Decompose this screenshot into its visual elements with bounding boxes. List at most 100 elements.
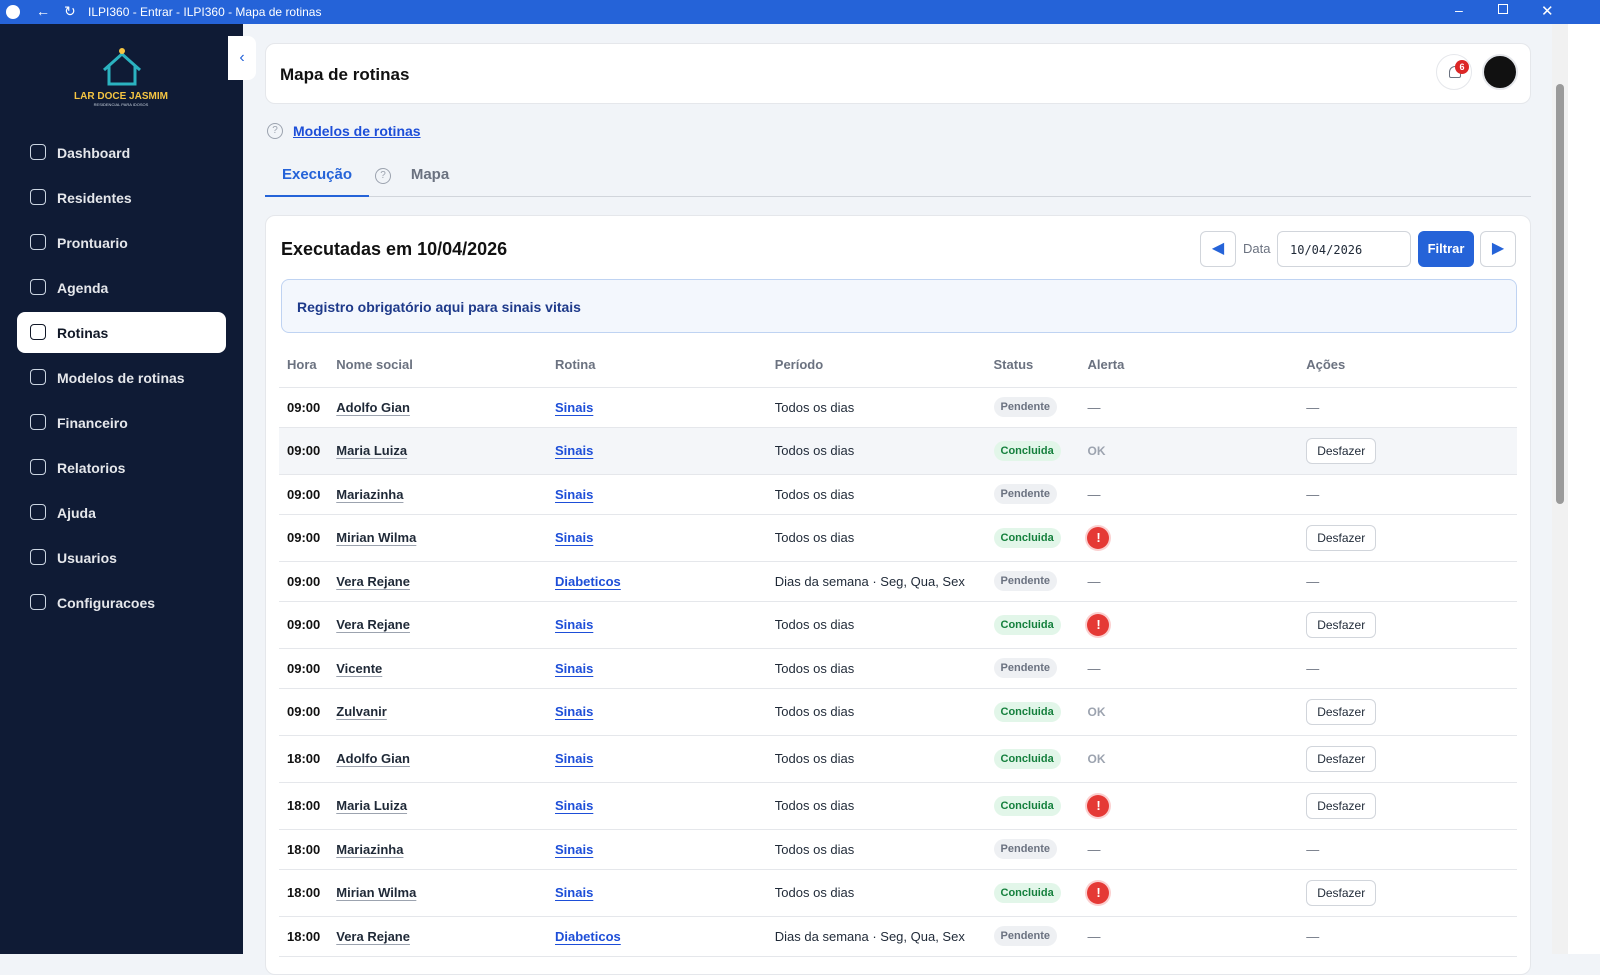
routine-link[interactable]: Sinais: [555, 660, 594, 676]
cell: Todos os dias: [766, 387, 986, 428]
routine-link[interactable]: Diabeticos: [555, 573, 621, 589]
resident-name[interactable]: Mariazinha: [336, 486, 404, 502]
nav-label: Dashboard: [57, 144, 131, 161]
alert-indicator: !: [1087, 794, 1110, 817]
routine-link[interactable]: Sinais: [555, 798, 594, 813]
resident-name[interactable]: Mirian Wilma: [336, 530, 417, 545]
resident-name[interactable]: Vera Rejane: [336, 928, 410, 944]
back-button[interactable]: ←: [36, 3, 50, 19]
status-badge: Pendente: [993, 926, 1058, 946]
action-placeholder: —: [1306, 928, 1320, 944]
table-row: 09:00 Zulvanir Sinais Todos os dias Concluid…: [279, 688, 1517, 736]
routine-link[interactable]: Sinais: [555, 617, 594, 632]
maximize[interactable]: [1498, 4, 1508, 14]
undo-button[interactable]: Desfazer: [1306, 745, 1377, 772]
nav-item[interactable]: Financeiro: [17, 402, 226, 443]
prev-day[interactable]: ◀: [1200, 231, 1236, 267]
notice: Registro obrigatório aqui para sinais vi…: [281, 279, 1517, 333]
cell: 09:00: [279, 601, 329, 649]
time: 09:00: [287, 660, 321, 676]
scroll-thumb[interactable]: [1556, 84, 1564, 504]
tab[interactable]: Mapa: [410, 166, 450, 183]
undo-button[interactable]: Desfazer: [1306, 524, 1377, 551]
date-input[interactable]: 10/04/2026: [1277, 231, 1411, 267]
logo-text: LAR DOCE JASMIM: [74, 91, 168, 102]
nav-label: Agenda: [57, 279, 109, 296]
routine-link[interactable]: Sinais: [555, 530, 594, 545]
resident-name[interactable]: Mariazinha: [336, 841, 404, 857]
resident-name[interactable]: Vicente: [336, 660, 383, 676]
time: 18:00: [287, 751, 321, 766]
next-day[interactable]: ▶: [1480, 231, 1516, 267]
cell: Sinais: [547, 829, 767, 870]
notification-button[interactable]: 6: [1436, 54, 1472, 90]
period: Todos os dias: [774, 885, 855, 900]
period: Todos os dias: [774, 841, 855, 857]
nav-item[interactable]: Dashboard: [17, 132, 226, 173]
nav-item[interactable]: Residentes: [17, 177, 226, 218]
cell: Concluida: [985, 427, 1080, 475]
routine-link[interactable]: Sinais: [555, 486, 594, 502]
templates-link[interactable]: Modelos de rotinas: [293, 123, 421, 139]
resident-name[interactable]: Maria Luiza: [336, 798, 408, 813]
routine-link[interactable]: Sinais: [555, 751, 594, 766]
nav-item[interactable]: Agenda: [17, 267, 226, 308]
cell: —: [1298, 561, 1517, 602]
table-row: 09:00 Vera Rejane Diabeticos Dias da semana…: [279, 561, 1517, 602]
undo-button[interactable]: Desfazer: [1306, 698, 1377, 725]
table-row: 09:00 Vicente Sinais Todos os dias Pendente —…: [279, 648, 1517, 689]
routine-link[interactable]: Sinais: [555, 443, 594, 458]
nav-icon: [30, 594, 46, 610]
alert-indicator: !: [1087, 526, 1110, 549]
cell: —: [1298, 829, 1517, 870]
collapse-button[interactable]: ‹: [228, 36, 256, 80]
status-badge: Concluida: [993, 882, 1061, 903]
routine-link[interactable]: Sinais: [555, 399, 594, 415]
window-edge: [1568, 24, 1600, 954]
reload-button[interactable]: ↻: [64, 3, 76, 19]
resident-name[interactable]: Adolfo Gian: [336, 751, 410, 766]
undo-button[interactable]: Desfazer: [1306, 879, 1377, 906]
period: Todos os dias: [774, 798, 855, 813]
nav-item[interactable]: Relatorios: [17, 447, 226, 488]
tab[interactable]: Execução: [265, 158, 369, 197]
cell: Mariazinha: [328, 474, 548, 515]
undo-button[interactable]: Desfazer: [1306, 611, 1377, 638]
nav-item[interactable]: Usuarios: [17, 537, 226, 578]
cell: Vicente: [328, 648, 548, 689]
resident-name[interactable]: Maria Luiza: [336, 443, 408, 458]
period: Todos os dias: [774, 530, 855, 545]
resident-name[interactable]: Vera Rejane: [336, 617, 410, 632]
resident-name[interactable]: Vera Rejane: [336, 573, 410, 589]
undo-button[interactable]: Desfazer: [1306, 437, 1377, 464]
undo-button[interactable]: Desfazer: [1306, 792, 1377, 819]
resident-name[interactable]: Zulvanir: [336, 704, 387, 719]
action-placeholder: —: [1306, 486, 1320, 502]
filter-button[interactable]: Filtrar: [1418, 231, 1474, 267]
cell: Desfazer: [1298, 427, 1517, 475]
cell: Sinais: [547, 601, 767, 649]
routine-link[interactable]: Sinais: [555, 885, 594, 900]
cell: 18:00: [279, 829, 329, 870]
notification-badge: 6: [1455, 60, 1469, 74]
cell: Sinais: [547, 387, 767, 428]
nav-label: Usuarios: [57, 549, 117, 566]
resident-name[interactable]: Mirian Wilma: [336, 885, 417, 900]
nav-icon: [30, 549, 46, 565]
routine-link[interactable]: Sinais: [555, 704, 594, 719]
nav-item[interactable]: Prontuario: [17, 222, 226, 263]
nav-item[interactable]: Rotinas: [17, 312, 226, 353]
nav-item[interactable]: Configuracoes: [17, 582, 226, 623]
routine-link[interactable]: Diabeticos: [555, 928, 621, 944]
nav-item[interactable]: Ajuda: [17, 492, 226, 533]
minimize[interactable]: –: [1455, 2, 1463, 18]
resident-name[interactable]: Adolfo Gian: [336, 399, 410, 415]
cell: Concluida: [985, 782, 1080, 830]
cell: Sinais: [547, 782, 767, 830]
close[interactable]: ✕: [1541, 3, 1554, 20]
column-header: Ações: [1298, 343, 1517, 388]
nav-item[interactable]: Modelos de rotinas: [17, 357, 226, 398]
routine-link[interactable]: Sinais: [555, 841, 594, 857]
avatar[interactable]: [1482, 54, 1518, 90]
